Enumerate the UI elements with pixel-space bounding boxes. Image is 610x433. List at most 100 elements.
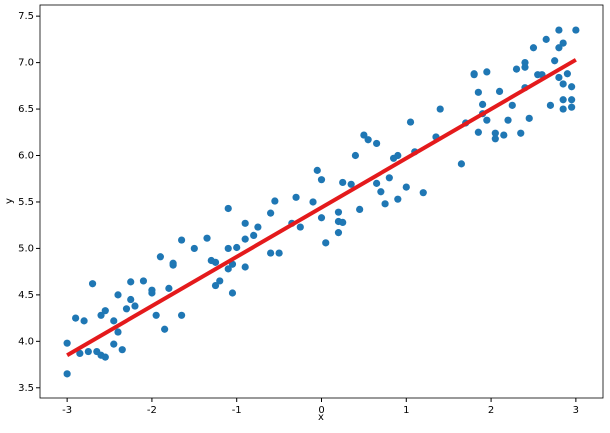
scatter-point (72, 314, 80, 322)
scatter-point (381, 200, 389, 208)
scatter-point (224, 204, 232, 213)
scatter-point (334, 229, 343, 237)
scatter-point (267, 249, 275, 257)
scatter-point (110, 317, 118, 325)
scatter-point (559, 80, 567, 88)
scatter-point (559, 39, 567, 47)
scatter-point (377, 188, 385, 196)
scatter-point (63, 339, 71, 347)
scatter-point (156, 253, 165, 261)
scatter-point (241, 235, 249, 243)
scatter-point (339, 218, 347, 227)
scatter-point (500, 131, 508, 139)
scatter-point (474, 128, 482, 136)
scatter-point (177, 236, 186, 244)
scatter-point (563, 70, 571, 78)
scatter-point (478, 100, 487, 109)
scatter-point (419, 189, 427, 197)
scatter-point (118, 346, 126, 354)
scatter-point (88, 280, 97, 288)
scatter-point (491, 135, 499, 143)
scatter-point (114, 328, 122, 336)
scatter-point (525, 114, 533, 122)
scatter-point (517, 129, 525, 137)
scatter-point (512, 65, 521, 73)
x-tick-label: -3 (62, 405, 72, 416)
y-tick-label: 4.5 (18, 290, 34, 301)
scatter-point (313, 166, 321, 174)
scatter-point (385, 174, 393, 182)
scatter-point (211, 281, 220, 290)
scatter-point (394, 151, 402, 160)
scatter-point (254, 223, 262, 231)
scatter-point (271, 197, 279, 205)
scatter-point (394, 195, 402, 203)
scatter-point (127, 295, 135, 304)
x-tick-label: 3 (573, 405, 579, 416)
scatter-point (360, 131, 368, 139)
x-tick-label: -1 (232, 405, 242, 416)
scatter-point (356, 205, 364, 213)
scatter-point (267, 209, 275, 217)
scatter-point (169, 259, 177, 267)
scatter-point (84, 347, 92, 356)
x-axis-label: x (318, 412, 324, 423)
scatter-point (190, 244, 198, 253)
scatter-point (555, 73, 563, 82)
scatter-point (521, 59, 529, 67)
scatter-point (364, 136, 372, 144)
y-axis-label: y (4, 198, 15, 204)
scatter-point (559, 105, 567, 113)
scatter-point (203, 234, 211, 242)
scatter-point (373, 179, 381, 187)
scatter-point (508, 101, 516, 109)
scatter-point (296, 223, 304, 231)
y-tick-label: 6.5 (18, 104, 34, 115)
scatter-point (322, 239, 330, 247)
y-tick-label: 5.5 (18, 197, 34, 208)
scatter-point (402, 183, 410, 191)
scatter-point (216, 277, 224, 285)
scatter-point (122, 305, 131, 313)
y-tick-label: 7.0 (18, 58, 34, 69)
scatter-point (241, 219, 249, 227)
scatter-point (551, 57, 559, 65)
scatter-point (546, 101, 555, 109)
x-tick-label: -2 (147, 405, 157, 416)
y-tick-label: 3.5 (18, 383, 34, 394)
scatter-point (568, 103, 576, 111)
scatter-point (406, 118, 415, 126)
scatter-point (542, 35, 550, 43)
scatter-point (80, 317, 88, 325)
scatter-point (177, 311, 186, 319)
scatter-point (457, 160, 466, 168)
scatter-point (334, 208, 343, 216)
scatter-point (504, 116, 512, 124)
scatter-point (275, 249, 283, 257)
scatter-point (131, 302, 139, 310)
scatter-point (97, 311, 105, 319)
scatter-point (483, 116, 491, 124)
scatter-point (63, 370, 71, 378)
scatter-point (241, 263, 249, 271)
scatter-point (148, 286, 156, 294)
scatter-point (555, 26, 563, 34)
scatter-point (152, 311, 160, 319)
scatter-point (224, 244, 232, 253)
scatter-point (161, 325, 169, 333)
scatter-point (76, 349, 84, 358)
scatter-point (559, 96, 567, 104)
scatter-point (317, 176, 326, 184)
scatter-point (228, 289, 237, 297)
scatter-point (211, 258, 220, 266)
scatter-point (436, 105, 444, 113)
scatter-point (250, 231, 258, 240)
scatter-point (317, 214, 326, 222)
scatter-point (114, 291, 122, 299)
scatter-point (491, 129, 499, 137)
scatter-point (165, 284, 173, 292)
scatter-point (555, 44, 563, 52)
x-tick-label: 0 (318, 405, 324, 416)
x-tick-label: 2 (488, 405, 494, 416)
